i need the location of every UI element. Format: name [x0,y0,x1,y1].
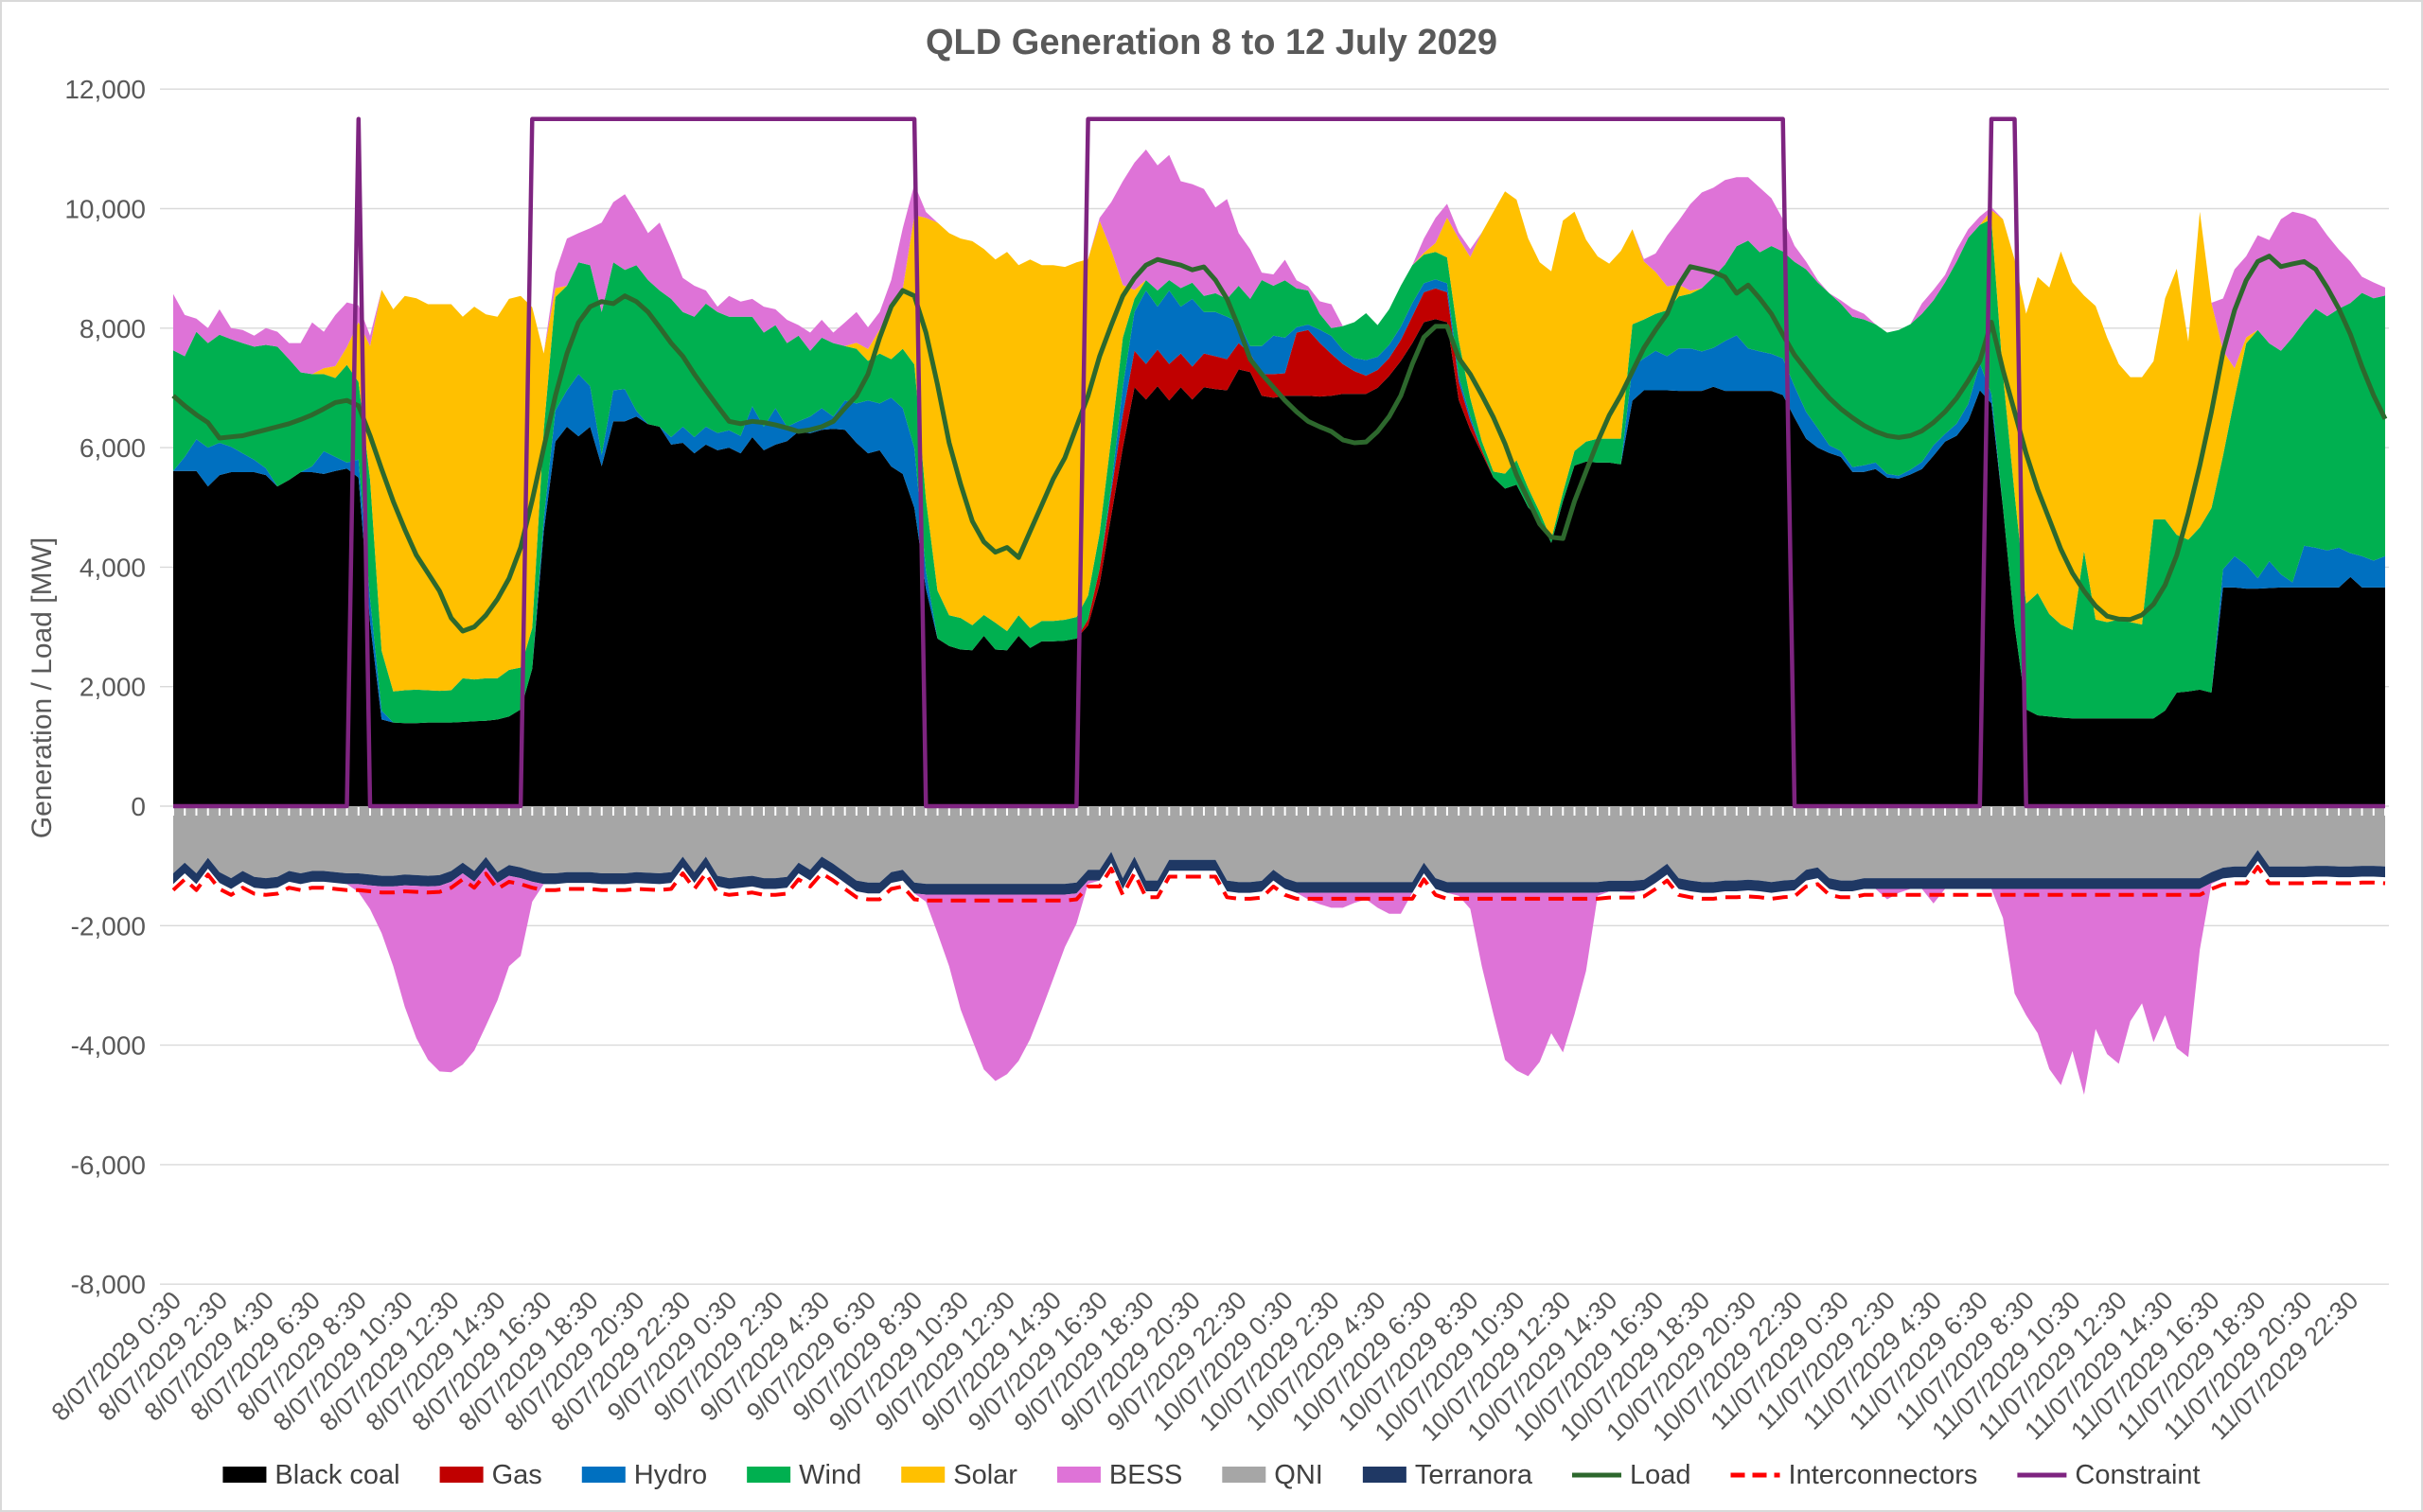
y-tick-label: 0 [131,792,146,821]
y-tick-label: 12,000 [64,75,146,104]
legend-item-constraint: Constraint [2017,1460,2201,1490]
area-hydro [173,279,2385,724]
legend-swatch [747,1467,791,1483]
legend-swatch [1056,1467,1101,1483]
area-bess [173,149,2385,378]
legend-item-terranora: Terranora [1362,1460,1533,1490]
legend-swatch [901,1467,946,1483]
legend-label: Terranora [1415,1460,1533,1490]
y-axis-title: Generation / Load [MW] [27,537,58,839]
legend-item-wind: Wind [747,1460,861,1490]
y-tick-label: 6,000 [80,433,146,463]
legend-label: BESS [1109,1460,1182,1490]
legend-label: Solar [953,1460,1017,1490]
area-terranora-neg [173,850,2385,895]
y-axis-labels: -8,000 -6,000 -4,000 -2,000 0 2,000 4,000 6,000… [64,75,146,1299]
legend: Black coal Gas Hydro Wind Solar BESS QNI Terran… [222,1460,2201,1490]
y-tick-label: -6,000 [71,1151,146,1180]
x-axis-labels: 8/07/2029 0:308/07/2029 2:308/07/2029 4:… [46,1286,2364,1447]
legend-swatch [439,1467,484,1483]
legend-label: Black coal [274,1460,399,1490]
legend-label: Gas [492,1460,542,1490]
area-solar [173,191,2385,692]
y-tick-label: 4,000 [80,553,146,582]
y-tick-label: 2,000 [80,673,146,702]
legend-swatch [1222,1467,1266,1483]
area-gas [173,288,2385,724]
legend-swatch [222,1467,267,1483]
legend-item-solar: Solar [901,1460,1017,1490]
y-tick-label: 8,000 [80,314,146,343]
legend-item-load: Load [1571,1460,1691,1490]
area-qni-neg [173,806,2385,885]
line-load [171,254,2388,634]
legend-item-interconnectors: Interconnectors [1730,1460,1978,1490]
chart-title: QLD Generation 8 to 12 July 2029 [926,23,1497,62]
line-constraint [173,116,2385,809]
legend-label: Hydro [634,1460,707,1490]
y-tick-label: -2,000 [71,911,146,941]
series-lines [171,116,2388,903]
x-axis-ticks [172,807,2386,816]
legend-label: Constraint [2075,1460,2200,1490]
legend-label: Load [1630,1460,1691,1490]
legend-label: Wind [799,1460,861,1490]
y-tick-label: -4,000 [71,1031,146,1061]
y-tick-label: 10,000 [64,195,146,224]
legend-item-bess: BESS [1056,1460,1182,1490]
area-wind [173,219,2385,724]
legend-label: Interconnectors [1789,1460,1978,1490]
stacked-areas [173,149,2385,1095]
legend-swatch [1362,1467,1406,1483]
legend-item-qni: QNI [1222,1460,1323,1490]
legend-label: QNI [1274,1460,1323,1490]
legend-item-hydro: Hydro [581,1460,707,1490]
legend-item-black-coal: Black coal [222,1460,400,1490]
area-black-coal [173,319,2385,806]
legend-item-gas: Gas [439,1460,542,1490]
y-tick-label: -8,000 [71,1270,146,1299]
legend-swatch [581,1467,626,1483]
